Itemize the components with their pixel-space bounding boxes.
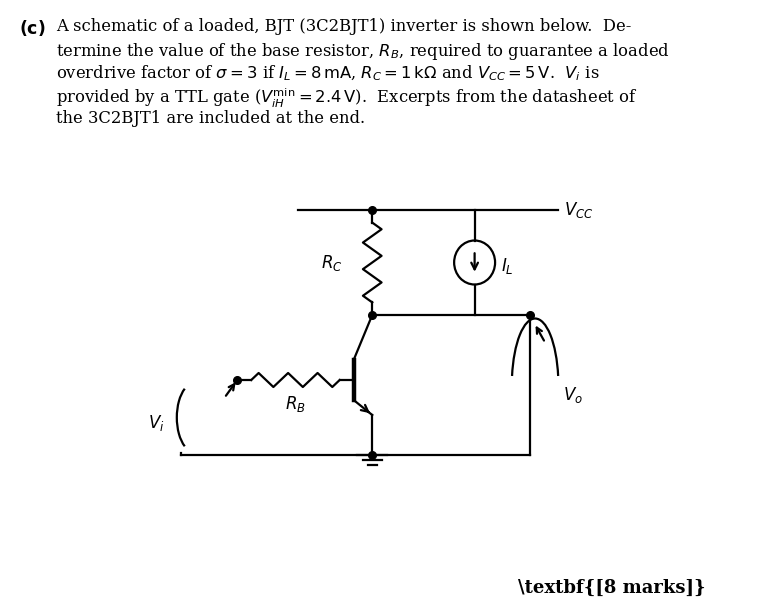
Text: overdrive factor of $\sigma = 3$ if $I_L = 8\,\mathrm{mA}$, $R_C = 1\,\mathrm{k}: overdrive factor of $\sigma = 3$ if $I_L… [56, 64, 599, 83]
Text: $V_{CC}$: $V_{CC}$ [564, 200, 594, 220]
Text: $\mathbf{(c)}$: $\mathbf{(c)}$ [19, 18, 45, 38]
Text: $V_i$: $V_i$ [148, 413, 165, 433]
Text: \textbf{[8 marks]}: \textbf{[8 marks]} [518, 579, 705, 597]
Text: A schematic of a loaded, BJT (3C2BJT1) inverter is shown below.  De-: A schematic of a loaded, BJT (3C2BJT1) i… [56, 18, 631, 35]
Text: $R_C$: $R_C$ [321, 253, 343, 273]
Text: $I_L$: $I_L$ [500, 256, 513, 275]
Text: $V_o$: $V_o$ [563, 385, 583, 405]
Text: the 3C2BJT1 are included at the end.: the 3C2BJT1 are included at the end. [56, 110, 365, 127]
Text: termine the value of the base resistor, $R_B$, required to guarantee a loaded: termine the value of the base resistor, … [56, 41, 669, 62]
Text: $R_B$: $R_B$ [285, 394, 306, 414]
Text: provided by a TTL gate ($V_{iH}^{\mathrm{min}} = 2.4\,\mathrm{V}$).  Excerpts fr: provided by a TTL gate ($V_{iH}^{\mathrm… [56, 87, 637, 110]
